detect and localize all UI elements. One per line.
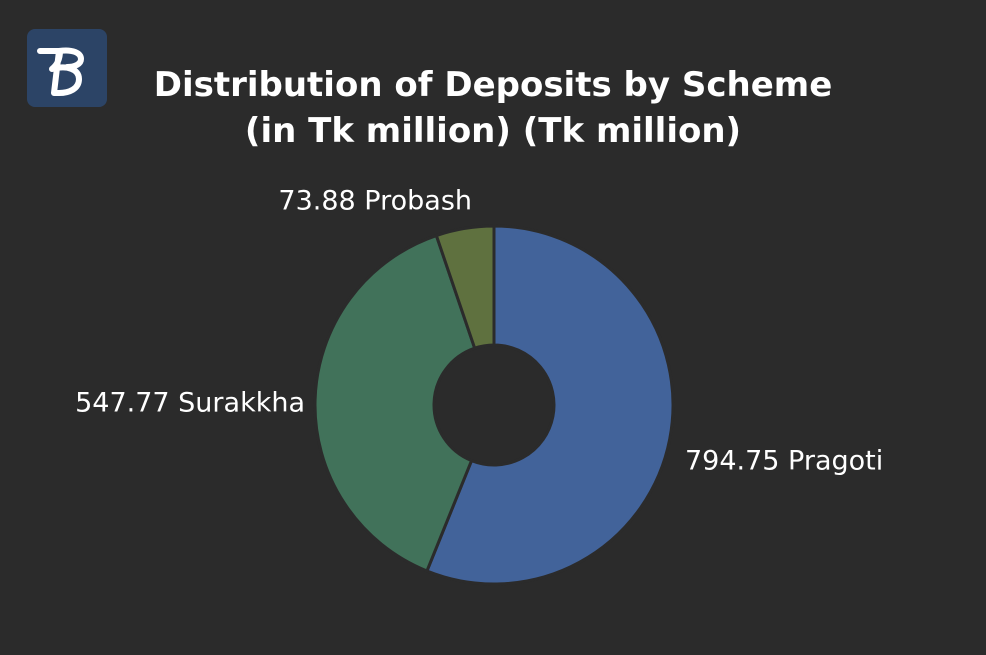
slice-pragoti bbox=[424, 224, 675, 586]
logo bbox=[27, 29, 107, 107]
chart-title-line-1: Distribution of Deposits by Scheme bbox=[153, 65, 833, 105]
slice-surakkha bbox=[313, 233, 477, 573]
slice-probash bbox=[434, 224, 496, 351]
chart-title-line-2: (in Tk million) (Tk million) bbox=[244, 111, 742, 151]
slice-label-surakkha: 547.77 Surakkha bbox=[75, 388, 305, 419]
stylized-b-logo-icon bbox=[37, 47, 84, 96]
slice-label-pragoti: 794.75 Pragoti bbox=[685, 446, 883, 477]
chart-title: Distribution of Deposits by Scheme (in T… bbox=[0, 62, 986, 154]
slice-label-probash: 73.88 Probash bbox=[278, 186, 472, 217]
